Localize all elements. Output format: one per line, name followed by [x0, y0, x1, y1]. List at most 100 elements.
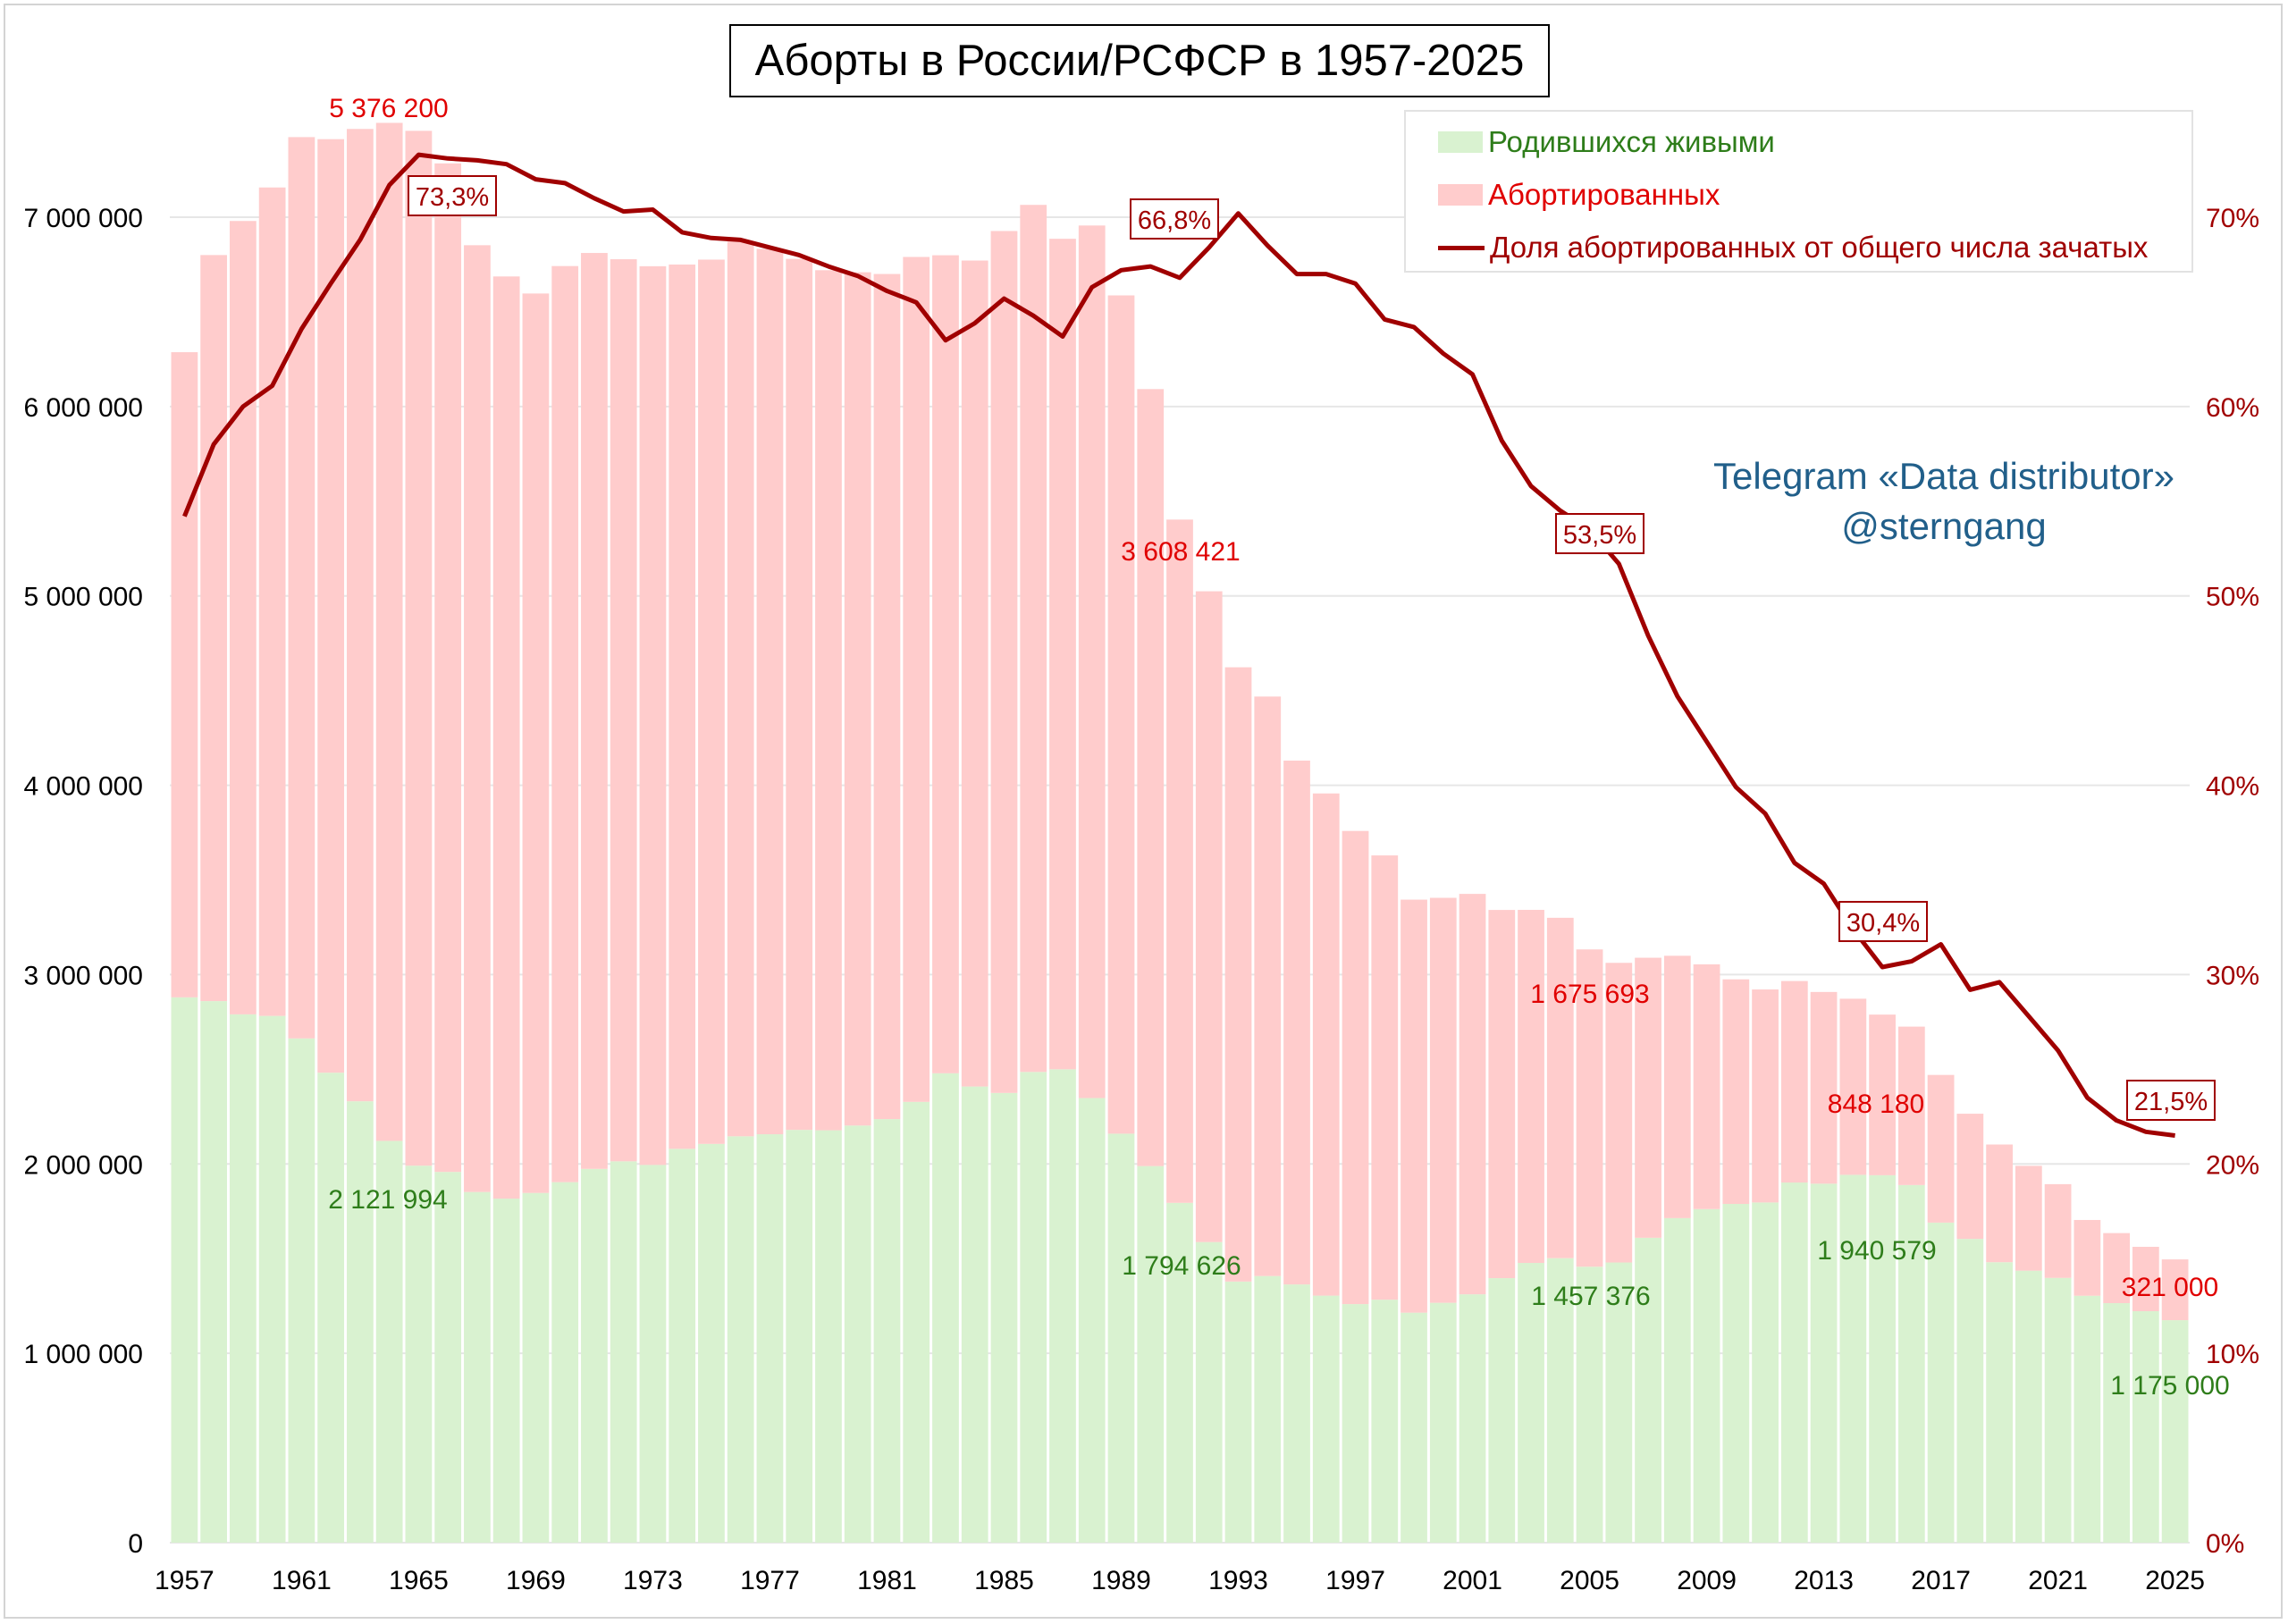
bar-abortions — [375, 122, 403, 1141]
bar-abortions — [1020, 205, 1047, 1073]
stacked-bars — [171, 122, 2189, 1543]
legend-swatch-births — [1438, 131, 1483, 153]
bar-abortions — [551, 265, 579, 1182]
bar-births — [171, 997, 198, 1543]
bar-abortions — [230, 221, 257, 1014]
bar-abortions — [258, 187, 286, 1016]
bar-abortions — [1342, 830, 1369, 1305]
birth-data-label: 1 940 579 — [1817, 1236, 1936, 1266]
bar-births — [230, 1014, 257, 1543]
abortion-data-label: 3 608 421 — [1121, 537, 1240, 567]
bar-births — [258, 1015, 286, 1543]
bar-abortions — [815, 270, 842, 1131]
share-label-box — [1838, 901, 1928, 942]
abortion-data-label: 848 180 — [1828, 1090, 1924, 1119]
bar-abortions — [492, 276, 520, 1199]
bar-births — [727, 1136, 754, 1543]
bar-births — [2044, 1277, 2072, 1543]
share-data-label: 66,8% — [1138, 206, 1211, 235]
bar-births — [1283, 1284, 1310, 1543]
legend-label-births: Родившихся живыми — [1488, 125, 1775, 158]
bar-births — [492, 1199, 520, 1543]
y-right-tick-label: 70% — [2206, 204, 2259, 233]
bar-births — [581, 1168, 608, 1543]
bar-births — [1752, 1202, 1779, 1543]
bar-abortions — [1429, 897, 1457, 1303]
x-tick-label: 1957 — [155, 1566, 214, 1595]
bar-births — [873, 1119, 901, 1543]
y-right-tick-label: 50% — [2206, 583, 2259, 612]
x-tick-label: 1993 — [1208, 1566, 1268, 1595]
birth-data-label: 2 121 994 — [328, 1185, 447, 1215]
bar-births — [375, 1140, 403, 1543]
bar-births — [1020, 1072, 1047, 1543]
bar-abortions — [347, 129, 374, 1102]
bar-abortions — [464, 245, 491, 1192]
bar-births — [1927, 1222, 1955, 1543]
bar-abortions — [288, 137, 315, 1039]
bar-abortions — [1663, 955, 1691, 1218]
bar-births — [1839, 1174, 1867, 1543]
bar-births — [610, 1161, 637, 1543]
bar-births — [1546, 1258, 1574, 1543]
bar-abortions — [844, 272, 871, 1126]
bar-births — [669, 1149, 696, 1543]
bar-abortions — [405, 130, 433, 1166]
share-data-label: 53,5% — [1563, 521, 1636, 550]
legend: Родившихся живыми Абортированных Доля абор… — [1404, 110, 2193, 273]
bar-abortions — [1986, 1144, 2013, 1263]
data-labels: 5 376 200 3 608 421 1 675 693 848 180 321 00… — [328, 94, 2229, 1401]
y-left-tick-label: 3 000 000 — [24, 961, 143, 990]
bar-births — [1780, 1182, 1808, 1543]
chart-title: Аборты в России/РСФСР в 1957-2025 — [729, 24, 1550, 97]
bar-abortions — [522, 293, 550, 1193]
bar-abortions — [610, 259, 637, 1162]
bar-abortions — [317, 139, 345, 1073]
bar-abortions — [990, 231, 1018, 1093]
bar-abortions — [1518, 909, 1544, 1264]
bar-abortions — [581, 253, 608, 1169]
bar-abortions — [2103, 1233, 2130, 1304]
bar-abortions — [932, 255, 959, 1073]
bar-births — [2074, 1295, 2101, 1543]
legend-item-share: Доля абортированных от общего числа зача… — [1438, 230, 2148, 265]
x-tick-label: 1981 — [857, 1566, 917, 1595]
x-tick-label: 2025 — [2145, 1566, 2205, 1595]
legend-item-births: Родившихся живыми — [1438, 124, 1775, 160]
bar-abortions — [1780, 980, 1808, 1183]
bar-abortions — [1459, 894, 1486, 1295]
bar-abortions — [1635, 957, 1661, 1238]
bar-births — [639, 1165, 667, 1543]
bar-births — [347, 1101, 374, 1543]
bar-abortions — [2132, 1246, 2159, 1312]
bar-abortions — [1546, 917, 1574, 1258]
bar-abortions — [639, 265, 667, 1165]
bar-births — [756, 1134, 784, 1543]
bar-births — [1956, 1239, 1984, 1543]
x-tick-label: 2017 — [1911, 1566, 1971, 1595]
x-tick-label: 1989 — [1091, 1566, 1151, 1595]
bar-births — [2103, 1303, 2130, 1543]
x-tick-label: 1997 — [1325, 1566, 1385, 1595]
bar-abortions — [1869, 1014, 1896, 1175]
bar-abortions — [434, 163, 462, 1173]
bar-abortions — [1137, 389, 1165, 1166]
bar-abortions — [961, 260, 988, 1087]
y-left-tick-label: 4 000 000 — [24, 772, 143, 802]
bar-births — [698, 1143, 725, 1543]
bar-abortions — [200, 255, 228, 1002]
y-left-tick-label: 7 000 000 — [24, 204, 143, 233]
watermark-line-1: Telegram «Data distributor» — [1713, 455, 2174, 497]
y-right-tick-label: 0% — [2206, 1529, 2244, 1559]
bar-births — [1693, 1208, 1720, 1543]
bar-abortions — [1049, 239, 1076, 1070]
bar-births — [200, 1001, 228, 1543]
bar-births — [1342, 1304, 1369, 1543]
bar-births — [1518, 1263, 1544, 1543]
bar-births — [1897, 1184, 1925, 1543]
watermark: Telegram «Data distributor» @sterngang — [1680, 451, 2208, 551]
bar-abortions — [698, 259, 725, 1144]
bar-births — [405, 1165, 433, 1543]
bar-births — [903, 1101, 930, 1543]
bar-births — [1254, 1275, 1282, 1543]
